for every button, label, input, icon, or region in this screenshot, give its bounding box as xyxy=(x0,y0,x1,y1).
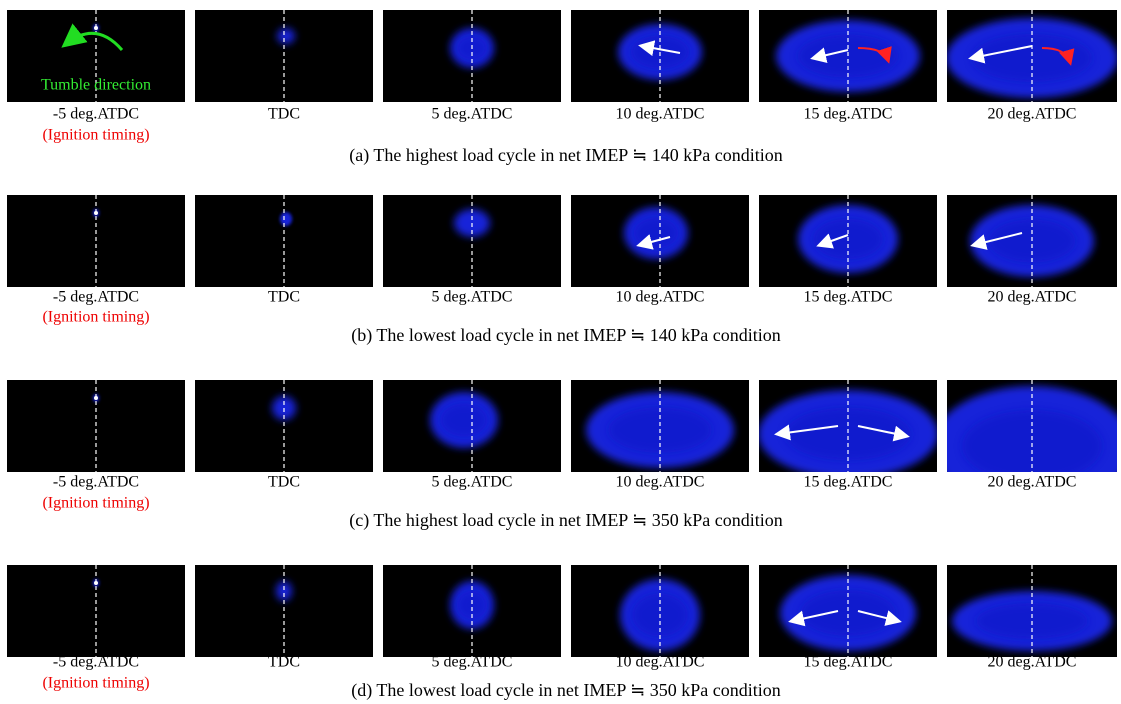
frame-label: 15 deg.ATDC xyxy=(804,654,893,671)
caption: (b) The lowest load cycle in net IMEP ≒ … xyxy=(351,325,781,346)
ignition-label: (Ignition timing) xyxy=(42,309,149,326)
flame-core xyxy=(971,34,1093,82)
frame-label: 10 deg.ATDC xyxy=(616,289,705,306)
frame-label: 10 deg.ATDC xyxy=(616,654,705,671)
flame xyxy=(276,581,292,601)
flame-image xyxy=(7,565,185,657)
flame-image xyxy=(571,195,749,287)
flame-core xyxy=(797,34,899,78)
flame-image xyxy=(759,380,937,472)
flame-image xyxy=(947,10,1117,102)
flame-image xyxy=(7,380,185,472)
frame-label: 5 deg.ATDC xyxy=(432,474,513,491)
arrow xyxy=(636,234,671,250)
frame-label: 15 deg.ATDC xyxy=(804,106,893,123)
tumble-label: Tumble direction xyxy=(41,77,151,94)
caption: (c) The highest load cycle in net IMEP ≒… xyxy=(349,510,783,531)
flame xyxy=(277,28,295,44)
flame xyxy=(947,18,1117,98)
frame-label: -5 deg.ATDC xyxy=(53,474,139,491)
flame-image xyxy=(383,565,561,657)
frame-label: 15 deg.ATDC xyxy=(804,474,893,491)
arrow xyxy=(857,425,910,442)
frame-label: 5 deg.ATDC xyxy=(432,289,513,306)
flame-glow xyxy=(280,212,292,226)
flame xyxy=(450,581,494,629)
frame-label: 10 deg.ATDC xyxy=(616,474,705,491)
caption: (a) The highest load cycle in net IMEP ≒… xyxy=(349,145,783,166)
flame-core xyxy=(785,407,911,461)
flame-glow xyxy=(277,28,295,44)
flame-image xyxy=(383,10,561,102)
frame-label: -5 deg.ATDC xyxy=(53,106,139,123)
frame-label: 20 deg.ATDC xyxy=(988,474,1077,491)
flame xyxy=(780,575,916,651)
red-arrow xyxy=(1041,47,1075,66)
flame-image xyxy=(195,380,373,472)
tumble-arrow xyxy=(61,23,124,51)
flame-image xyxy=(7,195,185,287)
frame-label: 10 deg.ATDC xyxy=(616,106,705,123)
flame xyxy=(430,392,498,448)
frame-label: -5 deg.ATDC xyxy=(53,654,139,671)
flame xyxy=(280,212,292,226)
flame-image xyxy=(195,195,373,287)
frame-label: 5 deg.ATDC xyxy=(432,654,513,671)
frame-label: 20 deg.ATDC xyxy=(988,106,1077,123)
frame-label: TDC xyxy=(268,106,300,123)
frame-label: 20 deg.ATDC xyxy=(988,289,1077,306)
flame-image xyxy=(383,380,561,472)
ignition-label: (Ignition timing) xyxy=(42,127,149,144)
caption: (d) The lowest load cycle in net IMEP ≒ … xyxy=(351,680,781,701)
frame-label: TDC xyxy=(268,654,300,671)
ignition-label: (Ignition timing) xyxy=(42,675,149,692)
frame-label: -5 deg.ATDC xyxy=(53,289,139,306)
flame-image xyxy=(383,195,561,287)
flame-image xyxy=(947,565,1117,657)
flame-core xyxy=(440,403,488,437)
flame-image xyxy=(759,10,937,102)
flame-glow xyxy=(276,581,292,601)
flame-image xyxy=(947,195,1117,287)
arrow xyxy=(857,610,902,626)
arrow xyxy=(788,610,839,627)
flame-image xyxy=(571,565,749,657)
flame-image xyxy=(759,195,937,287)
arrow xyxy=(816,233,849,249)
frame-label: TDC xyxy=(268,289,300,306)
arrow xyxy=(810,47,849,64)
flame-image xyxy=(195,565,373,657)
frame-label: 20 deg.ATDC xyxy=(988,654,1077,671)
flame-core xyxy=(800,590,896,636)
flame-core xyxy=(456,590,488,620)
arrow xyxy=(638,40,681,57)
arrow xyxy=(774,424,839,441)
arrow xyxy=(970,232,1023,250)
flame-core xyxy=(962,410,1102,472)
frame-label: TDC xyxy=(268,474,300,491)
flame-image xyxy=(571,10,749,102)
flame-image xyxy=(195,10,373,102)
flame-image xyxy=(7,10,185,102)
flame xyxy=(624,207,688,259)
flame-image xyxy=(571,380,749,472)
red-arrow xyxy=(857,46,892,64)
ignition-label: (Ignition timing) xyxy=(42,495,149,512)
frame-label: 15 deg.ATDC xyxy=(804,289,893,306)
flame-image xyxy=(759,565,937,657)
flame-image xyxy=(947,380,1117,472)
frame-label: 5 deg.ATDC xyxy=(432,106,513,123)
arrow xyxy=(968,45,1033,64)
